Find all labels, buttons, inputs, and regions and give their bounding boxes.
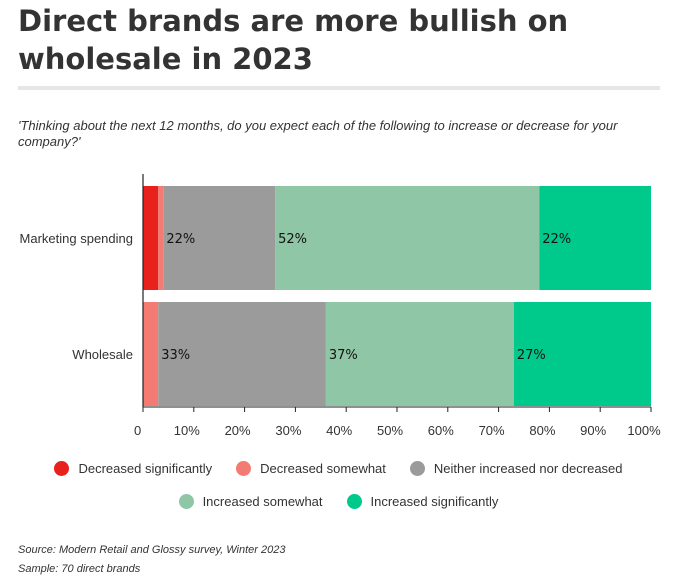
category-label: Wholesale: [72, 347, 133, 362]
legend-swatch: [178, 494, 194, 509]
data-label: 37%: [329, 348, 358, 363]
bar-segment: [275, 186, 540, 290]
x-tick-label: 10%: [174, 423, 200, 438]
x-tick-label: 100%: [627, 423, 661, 438]
legend-swatch: [54, 461, 70, 476]
legend-label: Decreased significantly: [78, 461, 213, 476]
legend-item-increased-somewhat: Increased somewhat: [178, 494, 323, 509]
legend-label: Increased significantly: [370, 494, 499, 509]
legend-item-increased-significantly: Increased significantly: [346, 494, 499, 509]
bar-segment: [539, 186, 651, 290]
legend-row-2: Increased somewhat Increased significant…: [0, 494, 677, 509]
x-tick-label: 50%: [377, 423, 403, 438]
data-label: 22%: [166, 232, 195, 247]
legend-label: Decreased somewhat: [260, 461, 386, 476]
chart-subtitle: 'Thinking about the next 12 months, do y…: [18, 118, 618, 149]
bar-segment: [158, 302, 326, 406]
legend-label: Increased somewhat: [202, 494, 323, 509]
sample-note: Sample: 70 direct brands: [18, 563, 141, 575]
x-tick-label: 90%: [580, 423, 606, 438]
legend-label: Neither increased nor decreased: [433, 461, 623, 476]
bar-segment: [143, 186, 159, 290]
x-tick-label: 70%: [479, 423, 505, 438]
legend-item-decreased-somewhat: Decreased somewhat: [236, 461, 386, 476]
chart-title: Direct brands are more bullish on wholes…: [18, 4, 569, 76]
stacked-bar-chart: 22% 52% 22% Marketing spending 33% 37% 27% Whol…: [20, 174, 661, 438]
data-label: 22%: [542, 232, 571, 247]
category-label: Marketing spending: [20, 231, 133, 246]
legend-swatch: [346, 494, 362, 509]
source-note: Source: Modern Retail and Glossy survey,…: [18, 544, 286, 556]
title-divider: [18, 86, 660, 90]
x-tick-label: 40%: [326, 423, 352, 438]
x-tick-label: 0: [134, 423, 141, 438]
bar-segment: [163, 186, 276, 290]
bar-segment: [143, 302, 159, 406]
bar-segment: [325, 302, 514, 406]
bar-segment: [158, 186, 164, 290]
x-tick-label: 80%: [529, 423, 555, 438]
legend-swatch: [236, 461, 252, 476]
legend-item-decreased-significantly: Decreased significantly: [54, 461, 212, 476]
data-label: 52%: [278, 232, 307, 247]
x-tick-label: 20%: [225, 423, 251, 438]
x-tick-label: 30%: [275, 423, 301, 438]
legend-item-neither: Neither increased nor decreased: [409, 461, 623, 476]
x-tick-label: 60%: [428, 423, 454, 438]
legend-row-1: Decreased significantly Decreased somewh…: [0, 461, 677, 476]
data-label: 27%: [517, 348, 546, 363]
legend-swatch: [409, 461, 425, 476]
data-label: 33%: [161, 348, 190, 363]
bar-segment: [513, 302, 651, 406]
